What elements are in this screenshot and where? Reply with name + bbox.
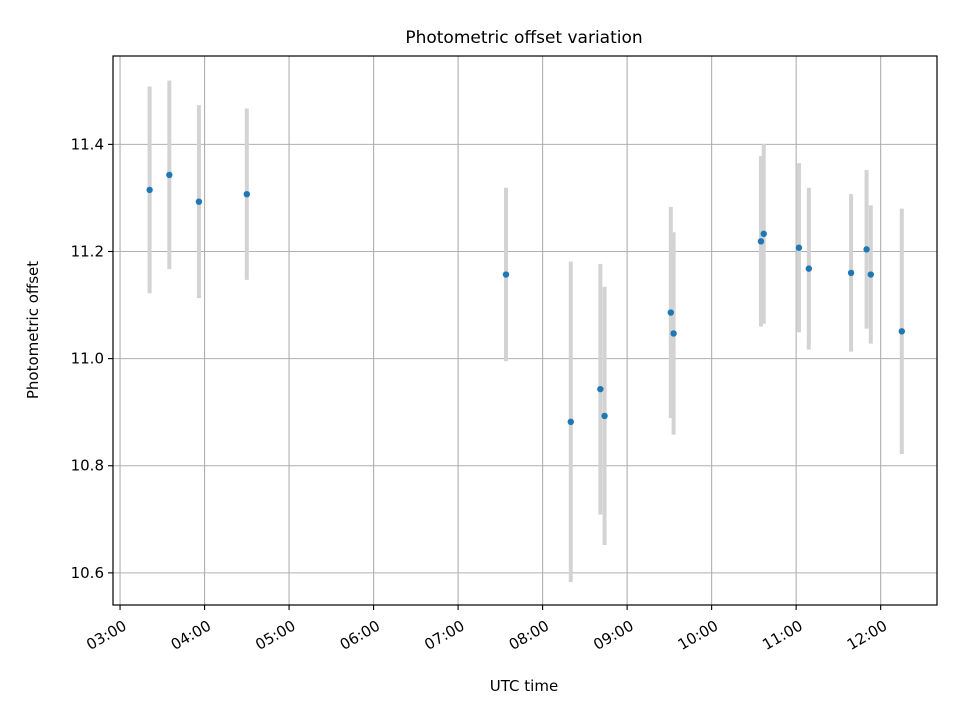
y-axis-label: Photometric offset [24, 261, 42, 399]
data-point [146, 186, 153, 194]
data-point [795, 244, 803, 251]
data-point [502, 271, 510, 278]
y-tick-label: 10.6 [71, 564, 104, 582]
data-point [166, 171, 173, 179]
y-tick-label: 11.4 [71, 135, 104, 153]
data-point [863, 246, 870, 253]
data-point [867, 271, 874, 278]
data-point [805, 265, 813, 272]
y-axis-ticks: 10.6 10.8 11.0 11.2 11.4 [71, 135, 113, 582]
data-point [243, 190, 251, 198]
data-point [898, 328, 905, 335]
data-point [667, 309, 674, 316]
data-point [760, 230, 767, 238]
y-tick-label: 11.2 [71, 242, 104, 260]
data-point [195, 198, 203, 205]
plot-frame [112, 55, 938, 606]
data-point [601, 412, 608, 420]
y-tick-label: 11.0 [71, 350, 104, 368]
data-points [146, 171, 905, 426]
data-point [597, 385, 604, 393]
y-tick-label: 10.8 [71, 457, 104, 475]
chart-title: Photometric offset variation [405, 28, 642, 48]
data-point [670, 330, 677, 337]
data-point [847, 269, 855, 277]
data-point [567, 418, 574, 426]
data-point [757, 238, 765, 245]
x-axis-label: UTC time [490, 677, 558, 695]
